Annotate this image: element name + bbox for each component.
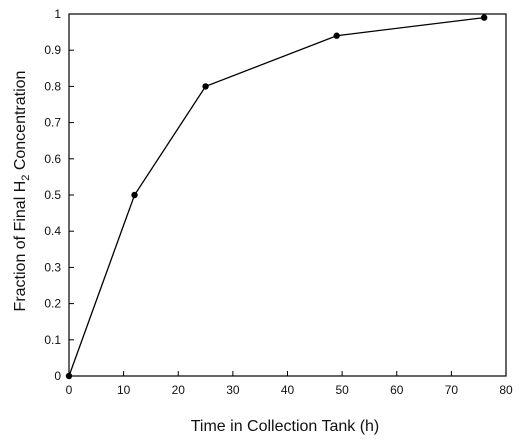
y-tick-label: 0.9: [44, 43, 61, 57]
data-point: [65, 372, 73, 380]
x-tick-label: 30: [226, 383, 240, 397]
y-axis-title: Fraction of Final H2 Concentration: [12, 71, 32, 312]
x-tick-label: 10: [117, 383, 131, 397]
x-tick-label: 0: [66, 383, 73, 397]
x-tick-label: 50: [335, 383, 349, 397]
data-point: [480, 14, 488, 21]
y-axis-ticks: 0 0.1 0.2 0.3 0.4 0.5 0.6 0.7 0.8 0.9 1: [44, 7, 74, 383]
series-layer: [65, 14, 488, 380]
y-tick-label: 0.8: [44, 79, 61, 93]
x-tick-label: 20: [172, 383, 186, 397]
x-axis-ticks: 0 10 20 30 40 50 60 70 80: [66, 371, 513, 397]
y-tick-label: 0.3: [44, 260, 61, 274]
series-line: [68, 16, 485, 377]
y-axis-title-main: Fraction of Final H: [12, 181, 29, 312]
y-tick-label: 0: [54, 369, 61, 383]
x-tick-label: 70: [445, 383, 459, 397]
data-point: [131, 191, 138, 199]
x-axis-title: Time in Collection Tank (h): [191, 418, 380, 435]
y-tick-label: 1: [54, 7, 61, 21]
y-tick-label: 0.5: [44, 188, 61, 202]
x-tick-label: 40: [281, 383, 295, 397]
y-axis-title-rest: Concentration: [12, 71, 29, 175]
y-tick-label: 0.4: [44, 224, 61, 238]
data-point: [202, 83, 209, 90]
y-tick-label: 0.2: [44, 297, 61, 311]
y-tick-label: 0.7: [44, 116, 61, 130]
x-tick-label: 60: [390, 383, 404, 397]
y-tick-label: 0.1: [44, 333, 61, 347]
x-tick-label: 80: [499, 383, 513, 397]
y-tick-label: 0.6: [44, 152, 61, 166]
data-point: [333, 32, 340, 39]
y-axis-title-subscript: 2: [20, 175, 32, 181]
